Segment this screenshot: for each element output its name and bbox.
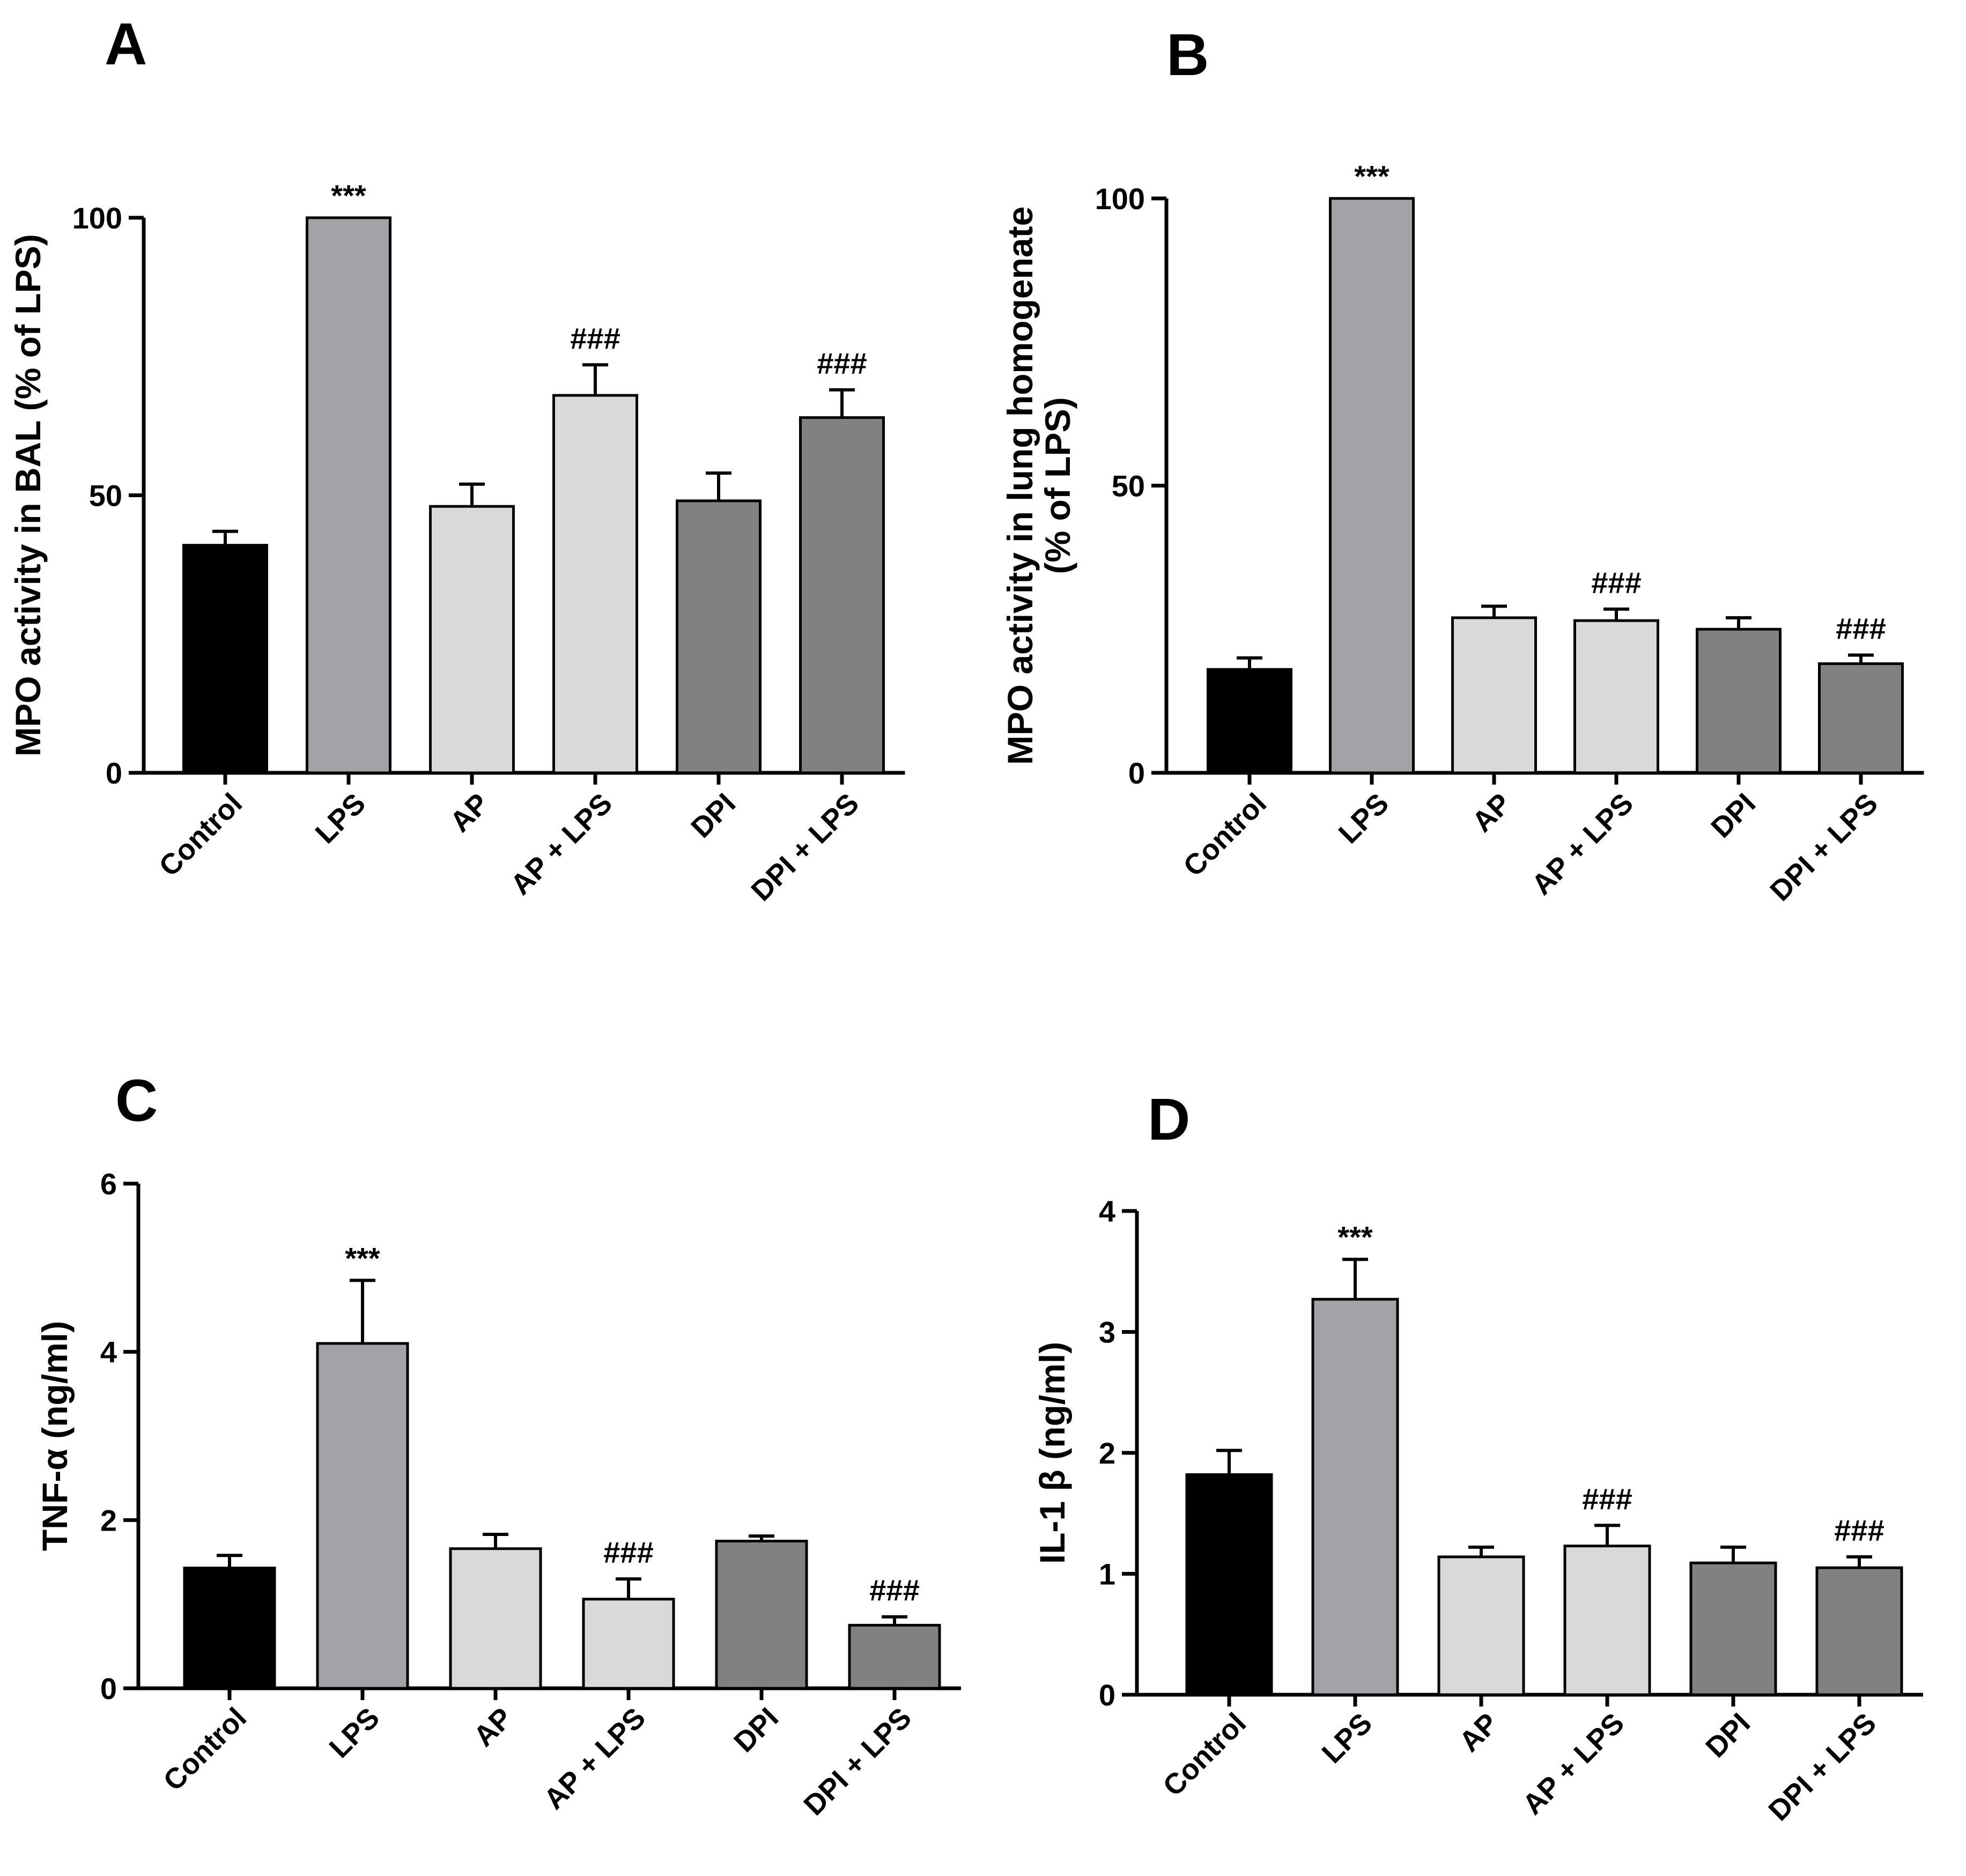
category-label: DPI (685, 787, 742, 844)
y-tick-label: 0 (1099, 1678, 1115, 1712)
significance-label: *** (1337, 1220, 1373, 1254)
category-label: AP (468, 1702, 519, 1753)
category-label: LPS (309, 787, 372, 850)
y-tick-label: 4 (100, 1335, 117, 1369)
category-label: DPI + LPS (745, 787, 865, 907)
bar (306, 216, 391, 774)
y-tick-label: 100 (1095, 182, 1145, 216)
bar (799, 416, 885, 774)
bar (1311, 1298, 1399, 1696)
category-label: Control (153, 787, 248, 883)
y-tick-label: 0 (106, 756, 122, 790)
significance-label: ### (1591, 566, 1641, 600)
significance-label: *** (1354, 159, 1389, 193)
category-label: LPS (1316, 1707, 1379, 1770)
bar (183, 1567, 276, 1690)
bar (1815, 1566, 1903, 1696)
significance-label: ### (1582, 1482, 1632, 1516)
significance-label: ### (869, 1574, 919, 1607)
bar (1818, 662, 1904, 774)
bar (1451, 616, 1537, 774)
bar (715, 1540, 808, 1690)
y-tick-label: 2 (100, 1503, 117, 1537)
bar (1696, 627, 1782, 774)
category-label: DPI (1705, 787, 1762, 844)
bar (1329, 197, 1415, 774)
bar (1563, 1545, 1651, 1696)
category-label: LPS (323, 1702, 386, 1764)
bar (429, 505, 515, 774)
significance-label: *** (331, 179, 366, 212)
significance-label: ### (1834, 1513, 1884, 1547)
y-tick-label: 2 (1099, 1436, 1115, 1470)
y-tick-label: 50 (89, 479, 122, 513)
category-label: AP + LPS (1517, 1707, 1631, 1821)
significance-label: ### (817, 346, 867, 380)
bar (582, 1598, 675, 1690)
y-tick-label: 100 (72, 201, 122, 235)
category-label: Control (157, 1702, 253, 1797)
y-axis-title: MPO activity in BAL (% of LPS) (8, 234, 48, 756)
bar (1689, 1561, 1777, 1696)
significance-label: ### (570, 321, 620, 355)
y-tick-label: 0 (100, 1672, 117, 1705)
category-label: DPI (1699, 1707, 1756, 1764)
y-axis-title: (% of LPS) (1038, 397, 1077, 574)
y-axis-title: IL-1 β (ng/ml) (1032, 1342, 1072, 1564)
panel-letter: C (115, 1068, 158, 1134)
bar (676, 499, 762, 774)
bar (552, 394, 638, 774)
bar (1185, 1473, 1273, 1696)
significance-label: ### (1836, 611, 1886, 645)
category-label: Control (1177, 787, 1273, 883)
panel-letter: A (105, 11, 147, 77)
category-label: AP + LPS (1526, 787, 1640, 902)
category-label: LPS (1333, 787, 1395, 850)
significance-label: ### (603, 1535, 653, 1569)
category-label: AP (1453, 1707, 1504, 1758)
significance-label: *** (345, 1241, 380, 1275)
y-axis-title: TNF-α (ng/ml) (35, 1321, 75, 1551)
bar (182, 544, 268, 774)
category-label: AP + LPS (538, 1702, 652, 1816)
category-label: DPI + LPS (797, 1702, 918, 1822)
panel-letter: D (1148, 1087, 1190, 1153)
panel-c: C 0 2 4 6 TNF-α (ng/ml) Control *** LPS AP ### AP +… (35, 1068, 961, 1822)
panel-a: A 0 50 100 MPO activity in BAL (% of LPS) Con… (8, 11, 905, 907)
bar (449, 1547, 542, 1690)
category-label: AP (1466, 787, 1517, 838)
panel-letter: B (1166, 22, 1209, 88)
category-label: Control (1157, 1707, 1252, 1803)
y-tick-label: 4 (1099, 1194, 1115, 1228)
y-tick-label: 6 (100, 1167, 117, 1201)
category-label: DPI + LPS (1764, 787, 1884, 907)
y-axis-title: MPO activity in lung homogenate (1000, 206, 1040, 765)
bar (316, 1342, 409, 1690)
panel-b: B 0 50 100 MPO activity in lung homogenate(%… (1000, 22, 1924, 907)
category-label: DPI (728, 1702, 785, 1759)
panel-d: D 0 1 2 3 4 IL-1 β (ng/ml) Control *** LPS AP ### AP… (1032, 1087, 1923, 1827)
category-label: AP + LPS (505, 787, 619, 902)
category-label: DPI + LPS (1762, 1707, 1882, 1827)
y-tick-label: 3 (1099, 1316, 1115, 1349)
bar (1207, 668, 1292, 774)
y-tick-label: 1 (1099, 1557, 1115, 1591)
y-tick-label: 0 (1128, 756, 1145, 790)
bar (1437, 1555, 1525, 1696)
bar (1573, 619, 1659, 774)
y-tick-label: 50 (1112, 469, 1145, 503)
category-label: AP (444, 787, 495, 838)
bar (848, 1623, 941, 1690)
